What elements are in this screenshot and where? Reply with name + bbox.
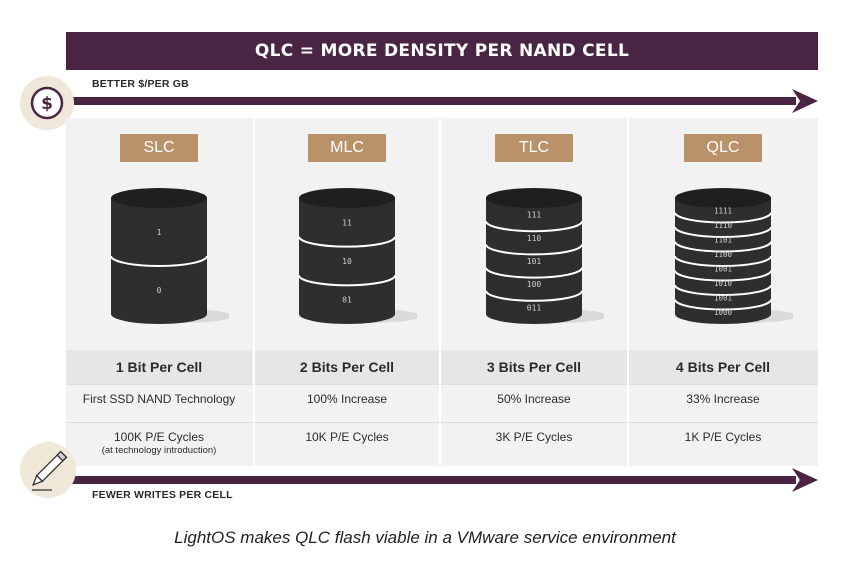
density-note: 33% Increase	[686, 392, 760, 406]
title-banner: QLC = MORE DENSITY PER NAND CELL	[66, 32, 818, 70]
layer-divider	[485, 244, 583, 256]
cell-type-tag: SLC	[120, 134, 198, 162]
pe-cycles: 3K P/E Cycles	[440, 430, 628, 444]
pe-cycles-value: 10K P/E Cycles	[305, 430, 389, 444]
pe-cycles: 100K P/E Cycles (at technology introducti…	[66, 430, 252, 456]
pe-cycles-value: 100K P/E Cycles	[113, 430, 205, 444]
bit-pattern-label: 1101	[714, 235, 732, 244]
layer-divider	[674, 212, 772, 224]
bit-pattern-label: 1100	[714, 250, 733, 259]
bit-pattern-label: 0	[157, 286, 162, 295]
cell-type-tag: QLC	[684, 134, 762, 162]
density-note: First SSD NAND Technology	[82, 392, 236, 406]
bit-pattern-label: 011	[527, 303, 542, 312]
bit-pattern-label: 111	[527, 211, 542, 220]
layer-divider	[674, 284, 772, 296]
bits-per-cell-heading: 2 Bits Per Cell	[254, 350, 440, 384]
layer-divider	[298, 275, 396, 287]
row-divider	[66, 422, 818, 423]
dollar-icon: $	[30, 86, 64, 120]
bottom-arrow-label: FEWER WRITES PER CELL	[92, 489, 233, 501]
bit-pattern-label: 100	[527, 280, 542, 289]
row-divider	[66, 384, 818, 385]
top-arrow	[66, 89, 818, 113]
layer-divider	[674, 241, 772, 253]
layer-divider	[674, 255, 772, 267]
bit-pattern-label: 110	[527, 234, 542, 243]
bit-pattern-label: 1000	[714, 308, 733, 317]
layer-divider	[485, 290, 583, 302]
bit-pattern-label: 11	[342, 218, 352, 227]
bit-pattern-label: 1010	[714, 279, 733, 288]
layer-divider	[298, 236, 396, 248]
banner-title: QLC = MORE DENSITY PER NAND CELL	[254, 41, 630, 61]
bits-per-cell-heading: 3 Bits Per Cell	[440, 350, 628, 384]
layer-divider	[674, 270, 772, 282]
pencil-badge	[20, 442, 76, 498]
nand-cell-cylinder: 111 110 101 100 011	[485, 188, 604, 324]
layer-divider	[674, 299, 772, 311]
column-mlc: MLC 11 10 01 2 Bits Per Cell 100% Increase 10K…	[254, 118, 440, 466]
dollar-glyph: $	[41, 94, 53, 114]
cell-type-tag: TLC	[495, 134, 573, 162]
bit-pattern-label: 1001	[714, 264, 732, 273]
bit-pattern-label: 10	[342, 257, 352, 266]
density-note: 100% Increase	[306, 392, 388, 406]
layer-divider	[674, 226, 772, 238]
cell-type-tag: MLC	[308, 134, 386, 162]
caption: LightOS makes QLC flash viable in a VMwa…	[174, 528, 676, 547]
column-separator	[627, 118, 629, 466]
pe-cycles-value: 3K P/E Cycles	[495, 430, 573, 444]
layer-divider	[485, 267, 583, 279]
column-separator	[439, 118, 441, 466]
top-arrow-label: BETTER $/PER GB	[92, 78, 189, 90]
layer-divider	[110, 255, 208, 267]
bit-pattern-label: 1001	[714, 293, 732, 302]
nand-cell-cylinder: 11 10 01	[298, 188, 417, 324]
bit-pattern-label: 01	[342, 296, 352, 305]
nand-cell-cylinder: 1111 1110 1101 1100 1001 1010 1001 1000	[674, 188, 793, 324]
bit-pattern-label: 1110	[714, 221, 733, 230]
density-note: 50% Increase	[497, 392, 571, 406]
column-qlc: QLC 1111 1110 1101 1100 1001 1010 1001 1000 4 Bit…	[628, 118, 818, 466]
bit-pattern-label: 1111	[714, 206, 732, 215]
pe-cycles: 1K P/E Cycles	[628, 430, 818, 444]
bits-per-cell-heading: 4 Bits Per Cell	[628, 350, 818, 384]
pe-cycles-value: 1K P/E Cycles	[684, 430, 762, 444]
layer-divider	[485, 220, 583, 233]
column-tlc: TLC 111 110 101 100 011 3 Bits Per Cell 50% Inc…	[440, 118, 628, 466]
bits-per-cell-heading: 1 Bit Per Cell	[66, 350, 252, 384]
column-slc: SLC 1 0 1 Bit Per Cell First SSD NAND Techno…	[66, 118, 252, 466]
bottom-arrow	[66, 468, 818, 492]
bit-pattern-label: 1	[157, 228, 162, 237]
pe-cycles: 10K P/E Cycles	[254, 430, 440, 444]
dollar-badge: $	[20, 76, 74, 130]
bit-pattern-label: 101	[527, 257, 542, 266]
pencil-icon	[32, 450, 68, 491]
column-separator	[253, 118, 255, 466]
nand-cell-cylinder: 10	[110, 188, 229, 324]
pe-cycles-note: (at technology introduction)	[101, 445, 217, 456]
